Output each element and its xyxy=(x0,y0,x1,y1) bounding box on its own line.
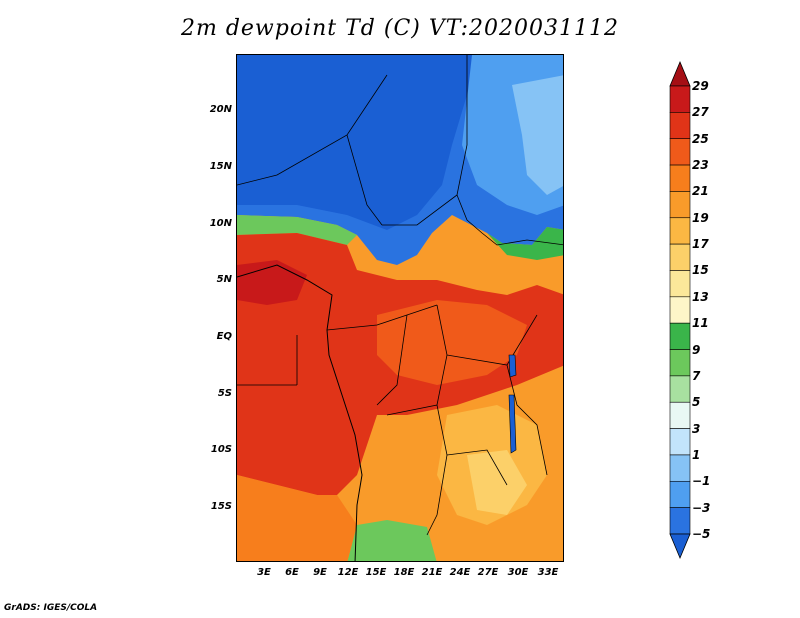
colorbar-segment xyxy=(669,349,691,377)
colorbar-segment xyxy=(669,507,691,535)
colorbar-label: 27 xyxy=(692,105,709,120)
colorbar-label: 3 xyxy=(692,421,701,436)
lon-label: 27E xyxy=(477,567,499,578)
colorbar-label: −1 xyxy=(692,474,711,489)
lon-label: 3E xyxy=(257,567,271,578)
colorbar-bottom-arrow xyxy=(669,533,691,560)
colorbar-label: 5 xyxy=(692,395,701,410)
colorbar-segment xyxy=(669,217,691,245)
colorbar-segment xyxy=(669,191,691,219)
field-dry-nw xyxy=(237,55,477,230)
lakes xyxy=(508,354,517,454)
country-borders xyxy=(237,55,563,536)
colorbar-label: 21 xyxy=(692,184,709,199)
colorbar-label: 7 xyxy=(692,368,701,383)
colorbar-segment xyxy=(669,375,691,403)
colorbar-label: 19 xyxy=(692,210,709,225)
field-dry-ne-light xyxy=(512,75,563,195)
lon-label: 12E xyxy=(337,567,359,578)
colorbar-label: −3 xyxy=(692,500,711,515)
colorbar xyxy=(669,60,691,560)
lon-label: 33E xyxy=(537,567,559,578)
colorbar-label: 9 xyxy=(692,342,701,357)
lon-label: 15E xyxy=(365,567,387,578)
colorbar-segment xyxy=(669,401,691,429)
lat-label: 20N xyxy=(209,104,232,115)
colorbar-top-arrow xyxy=(669,60,691,87)
map-title: 2m dewpoint Td (C) VT:2020031112 xyxy=(180,16,620,41)
colorbar-segment xyxy=(669,270,691,298)
field-transition-green-east xyxy=(487,227,563,260)
colorbar-segment xyxy=(669,164,691,192)
colorbar-label: 29 xyxy=(692,79,709,93)
lat-label: 10N xyxy=(209,218,232,229)
credit-text: GrADS: IGES/COLA xyxy=(4,603,98,613)
field-southwest-orange xyxy=(237,475,357,561)
lat-label: 5S xyxy=(217,388,232,399)
lon-label: 18E xyxy=(393,567,415,578)
colorbar-label: 23 xyxy=(692,158,709,173)
lon-label: 6E xyxy=(285,567,299,578)
lon-label: 9E xyxy=(313,567,327,578)
colorbar-segment xyxy=(669,138,691,166)
lat-label: 10S xyxy=(210,444,232,455)
colorbar-label: 13 xyxy=(692,289,709,304)
colorbar-label: 1 xyxy=(692,447,701,462)
colorbar-label: −5 xyxy=(692,527,711,541)
colorbar-segment xyxy=(669,322,691,350)
lon-label: 24E xyxy=(449,567,471,578)
colorbar-label: 15 xyxy=(692,263,709,278)
field-south-yellow xyxy=(467,450,527,515)
lat-label: 5N xyxy=(216,274,232,285)
colorbar-segment xyxy=(669,243,691,271)
colorbar-label: 11 xyxy=(692,316,709,331)
colorbar-segment xyxy=(669,454,691,482)
lon-label: 21E xyxy=(421,567,443,578)
colorbar-segment xyxy=(669,428,691,456)
colorbar-segment xyxy=(669,296,691,324)
map-frame xyxy=(236,54,564,562)
colorbar-segment xyxy=(669,112,691,140)
dewpoint-field xyxy=(237,55,563,561)
colorbar-segment xyxy=(669,480,691,508)
field-transition-green xyxy=(237,215,357,245)
colorbar-label: 17 xyxy=(692,237,709,252)
lon-label: 30E xyxy=(507,567,529,578)
lat-label: EQ xyxy=(216,331,232,342)
colorbar-label: 25 xyxy=(692,131,709,146)
lat-label: 15S xyxy=(210,501,232,512)
lat-label: 15N xyxy=(209,161,232,172)
colorbar-segment xyxy=(669,85,691,113)
field-moist-congo xyxy=(377,300,527,385)
field-southwest-green xyxy=(347,520,437,561)
coastline xyxy=(237,264,363,561)
